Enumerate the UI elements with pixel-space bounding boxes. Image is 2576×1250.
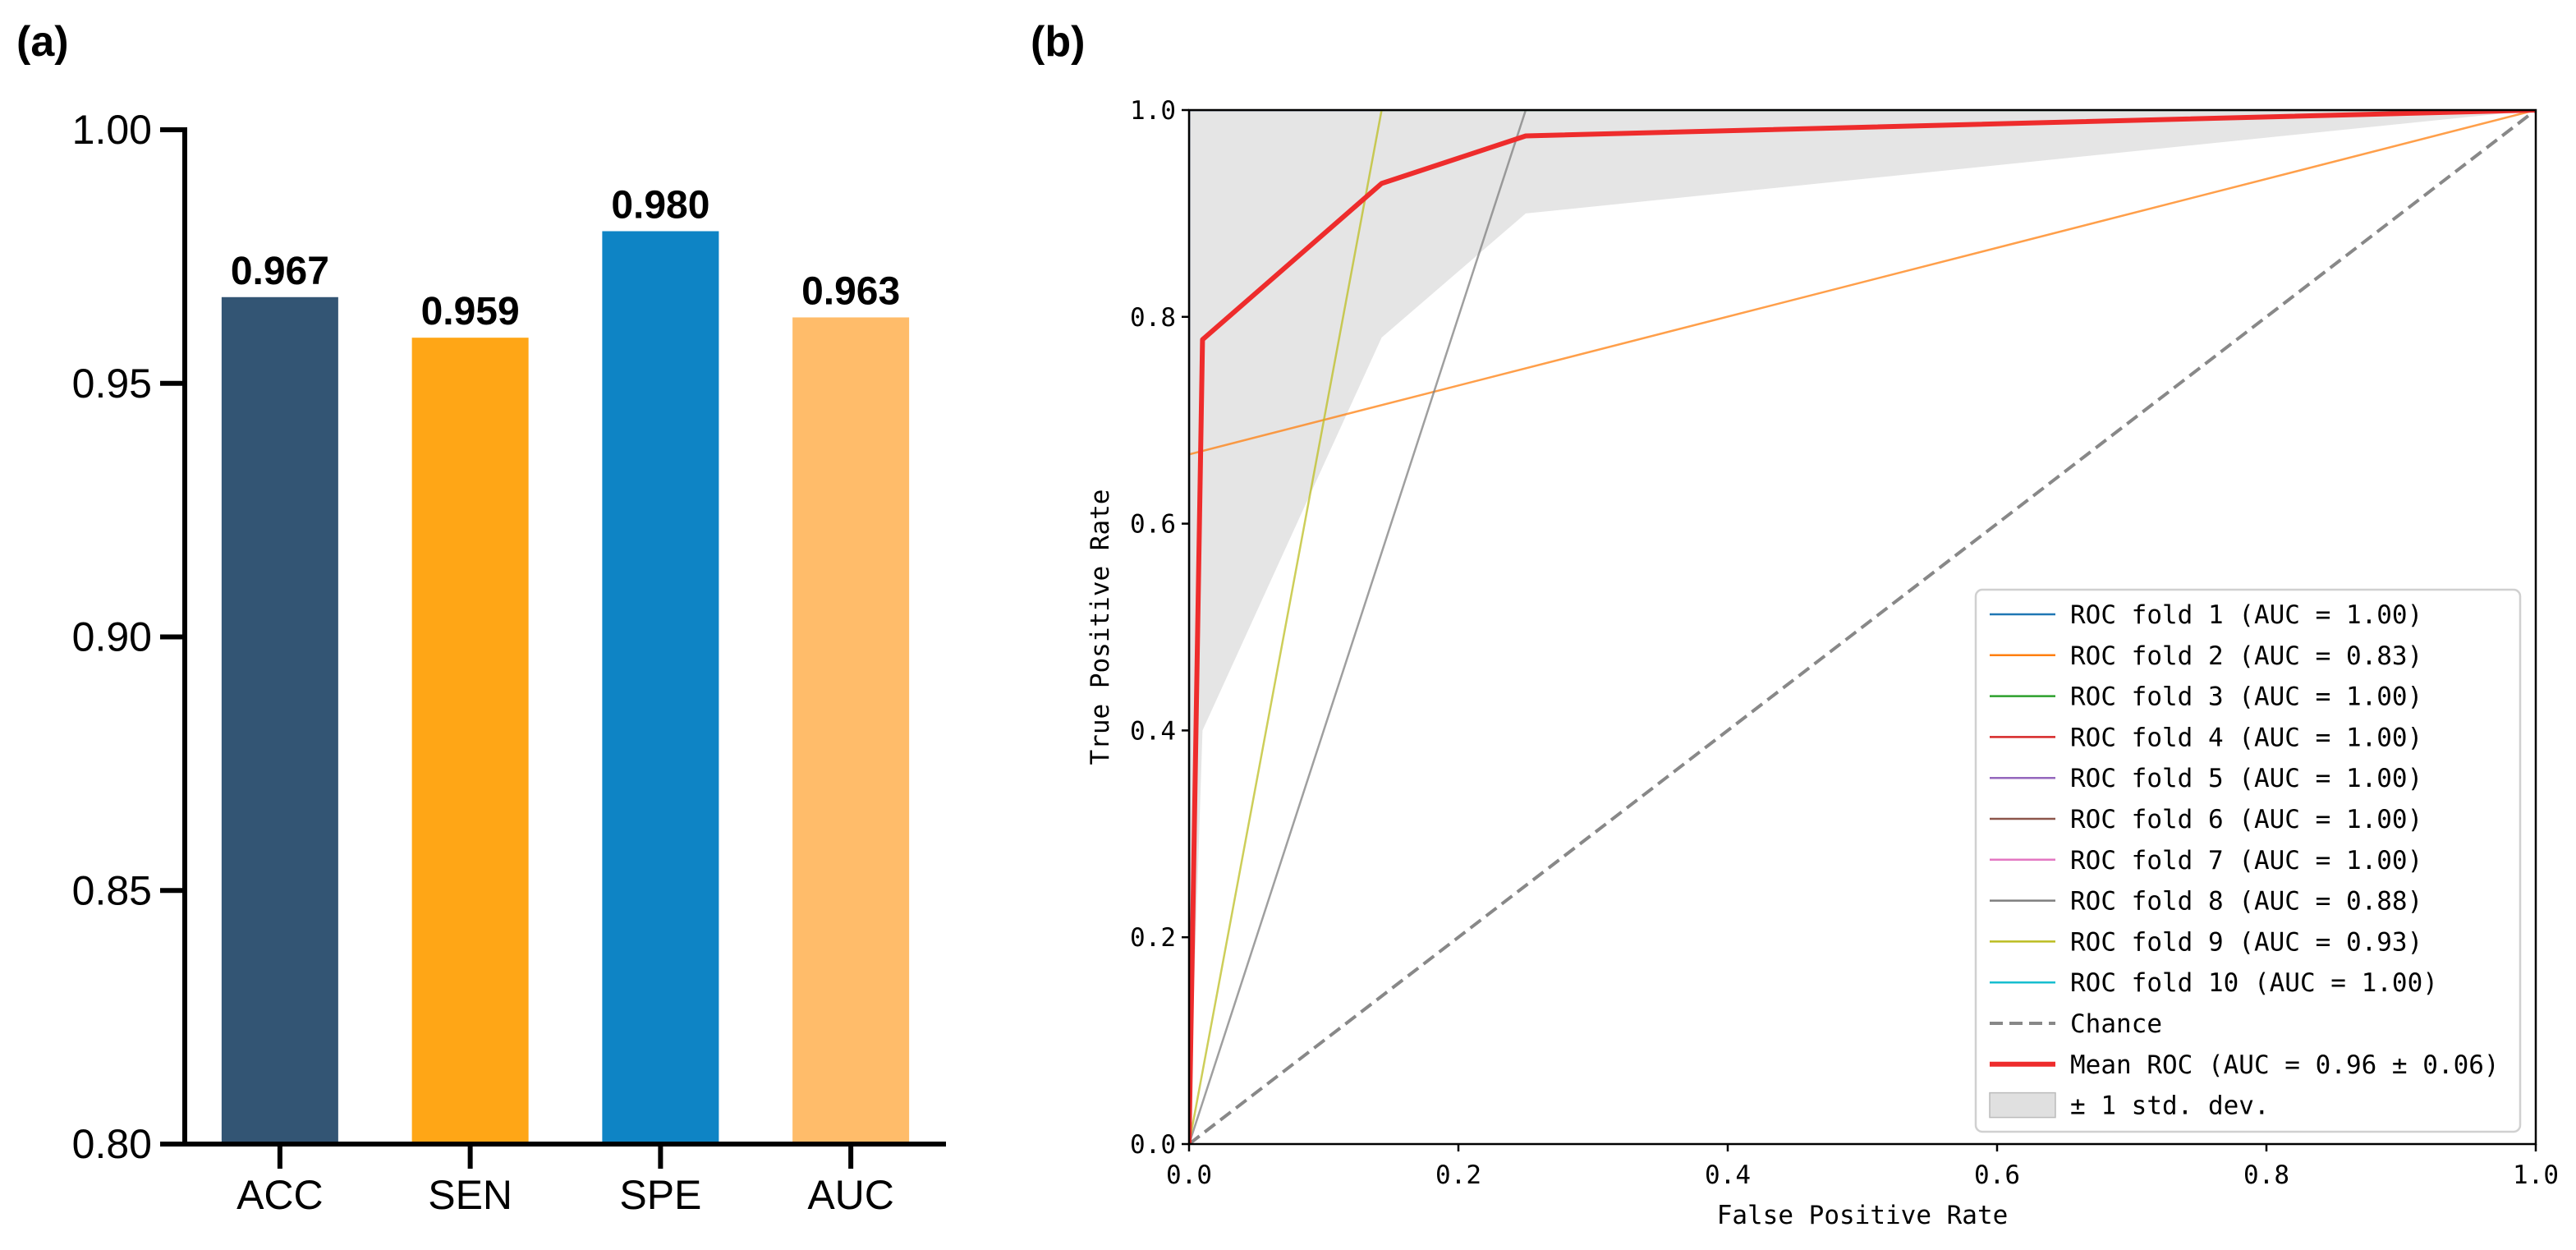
roc-x-tick-label: 0.0 xyxy=(1166,1160,1212,1190)
bar-y-tick-label: 0.80 xyxy=(72,1121,152,1167)
bar-acc xyxy=(221,296,338,1144)
roc-legend-label: Chance xyxy=(2070,1009,2162,1039)
roc-legend-label: ± 1 std. dev. xyxy=(2070,1091,2270,1121)
roc-legend-label: ROC fold 3 (AUC = 1.00) xyxy=(2070,682,2422,712)
bar-y-tick-label: 1.00 xyxy=(72,107,152,153)
roc-plot-area xyxy=(1189,110,2536,1144)
roc-legend-label: ROC fold 9 (AUC = 0.93) xyxy=(2070,927,2422,957)
bar-x-tick-label: ACC xyxy=(236,1172,324,1218)
roc-legend-box xyxy=(1974,588,2522,1133)
bar-x-tick-label: AUC xyxy=(807,1172,894,1218)
roc-legend-label: ROC fold 8 (AUC = 0.88) xyxy=(2070,887,2422,917)
roc-chart: 0.0 0.2 0.4 0.6 0.8 1.0 0.0 0.2 0.4 0.6 0.8 1.0 Fals… xyxy=(1086,96,2559,1230)
bar-value-label: 0.959 xyxy=(421,290,520,333)
roc-series-line xyxy=(1189,110,2536,1144)
roc-y-axis-label: True Positive Rate xyxy=(1086,489,1115,765)
roc-legend-label: ROC fold 2 (AUC = 0.83) xyxy=(2070,641,2422,671)
bar-x-tick-label: SEN xyxy=(428,1172,512,1218)
roc-y-tick-label: 0.2 xyxy=(1130,923,1176,953)
roc-x-tick-label: 0.2 xyxy=(1435,1160,1481,1190)
roc-y-tick-label: 0.4 xyxy=(1130,716,1176,746)
panel-b-label: (b) xyxy=(1031,18,1085,66)
roc-legend-label: ROC fold 5 (AUC = 1.00) xyxy=(2070,764,2422,793)
roc-frame xyxy=(1187,108,2537,1146)
roc-y-tick-label: 1.0 xyxy=(1130,96,1176,126)
roc-legend-label: ROC fold 4 (AUC = 1.00) xyxy=(2070,723,2422,752)
roc-x-tick-label: 0.6 xyxy=(1974,1160,2020,1190)
roc-legend-band-swatch xyxy=(1989,1091,2056,1119)
bar-y-tick-label: 0.85 xyxy=(72,867,152,913)
roc-series-line xyxy=(1189,110,2536,1144)
roc-legend-label: ROC fold 1 (AUC = 1.00) xyxy=(2070,600,2422,630)
roc-legend-label: ROC fold 7 (AUC = 1.00) xyxy=(2070,846,2422,875)
roc-series-line xyxy=(1189,110,2536,1144)
bar-value-label: 0.963 xyxy=(801,269,900,313)
roc-x-tick-label: 0.4 xyxy=(1705,1160,1751,1190)
bar-y-tick-label: 0.90 xyxy=(72,614,152,660)
roc-x-tick-label: 1.0 xyxy=(2513,1160,2559,1190)
bar-spe xyxy=(602,231,719,1144)
roc-series-line xyxy=(1189,110,2536,1144)
bar-value-label: 0.967 xyxy=(231,250,329,293)
roc-legend-label: ROC fold 10 (AUC = 1.00) xyxy=(2070,968,2438,998)
roc-legend-label: ROC fold 6 (AUC = 1.00) xyxy=(2070,805,2422,834)
roc-y-tick-label: 0.0 xyxy=(1130,1130,1176,1160)
bar-chart: 0.80 0.85 0.90 0.95 1.00 0.967 ACC 0.959 SEN 0.98… xyxy=(72,107,946,1218)
roc-x-axis-label: False Positive Rate xyxy=(1717,1201,2009,1230)
roc-series-line xyxy=(1189,110,2536,1144)
roc-x-tick-label: 0.8 xyxy=(2243,1160,2289,1190)
bar-sen xyxy=(411,338,529,1144)
roc-y-tick-label: 0.6 xyxy=(1130,510,1176,540)
bar-x-tick-label: SPE xyxy=(619,1172,701,1218)
panel-a-label: (a) xyxy=(16,18,69,66)
roc-y-tick-label: 0.8 xyxy=(1130,303,1176,333)
roc-legend-label: Mean ROC (AUC = 0.96 ± 0.06) xyxy=(2070,1050,2500,1080)
bar-auc xyxy=(792,317,910,1145)
roc-std-band xyxy=(1189,110,2536,1144)
bar-value-label: 0.980 xyxy=(611,184,709,227)
bar-y-tick-label: 0.95 xyxy=(72,361,152,407)
